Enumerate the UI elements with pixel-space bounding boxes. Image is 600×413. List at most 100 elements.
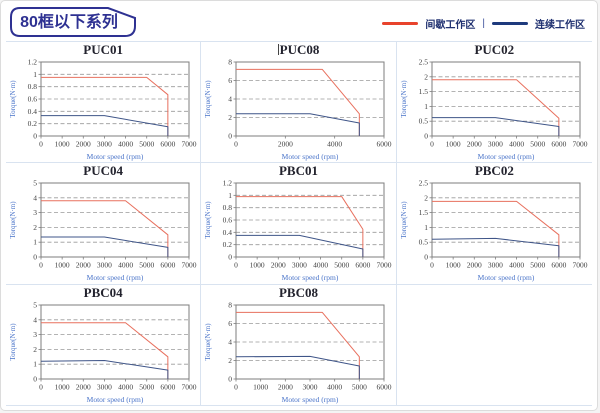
chart-title-text: PBC01 <box>278 163 318 179</box>
x-tick-label: 5000 <box>531 261 546 270</box>
y-axis-label: Torque(N·m) <box>9 322 17 360</box>
x-tick-label: 2000 <box>278 382 293 391</box>
y-tick-label: 1.2 <box>28 58 38 67</box>
x-tick-label: 5000 <box>531 140 546 149</box>
intermittent-zone-swatch <box>382 22 419 25</box>
legend: 间歇工作区 | 连续工作区 <box>382 16 585 31</box>
chart-title: PUC01 <box>83 43 123 57</box>
x-tick-label: 2000 <box>76 261 91 270</box>
x-tick-label: 5000 <box>139 382 154 391</box>
series-intermittent <box>236 196 364 258</box>
x-axis-label: Motor speed (rpm) <box>478 152 535 161</box>
chart-title-text: PBC02 <box>474 163 514 179</box>
chart-cell-PUC01: PUC01 0 0.2 0.4 0.6 0.8 1 1.2 0 1000 2000 3000 4000… <box>6 42 202 164</box>
x-tick-label: 7000 <box>573 140 588 149</box>
x-tick-label: 5000 <box>139 261 154 270</box>
x-tick-label: 3000 <box>303 382 318 391</box>
plot-frame <box>40 304 190 380</box>
x-tick-label: 4000 <box>118 382 133 391</box>
x-tick-label: 4000 <box>118 261 133 270</box>
chart-title: PUC04 <box>83 164 123 178</box>
x-tick-label: 4000 <box>509 140 524 149</box>
y-tick-label: 1.5 <box>419 208 429 217</box>
x-tick-label: 3000 <box>97 140 112 149</box>
header: 80框以下系列 间歇工作区 | 连续工作区 <box>1 1 597 41</box>
y-tick-label: 1.5 <box>419 87 429 96</box>
x-tick-label: 2000 <box>467 261 482 270</box>
series-intermittent <box>41 321 169 379</box>
continuous-zone-swatch <box>492 22 528 25</box>
x-tick-label: 6000 <box>377 382 392 391</box>
y-tick-label: 4 <box>229 337 233 346</box>
y-axis-label: Torque(N·m) <box>400 80 408 118</box>
x-tick-label: 5000 <box>335 261 350 270</box>
y-tick-label: 2.5 <box>419 179 429 188</box>
y-tick-label: 1 <box>33 70 37 79</box>
chart-title: PBC01 <box>279 164 318 178</box>
y-tick-label: 2 <box>229 356 233 365</box>
series-intermittent <box>41 76 169 136</box>
chart-title-text: PBC04 <box>83 284 123 300</box>
series-continuous <box>236 355 361 379</box>
y-tick-label: 3 <box>33 330 37 339</box>
series-intermittent <box>41 200 169 258</box>
y-tick-label: 0 <box>33 132 37 141</box>
y-tick-label: 2 <box>229 113 233 122</box>
chart-plot: 0 0.2 0.4 0.6 0.8 1 1.2 0 1000 2000 3000 4000 5000 60… <box>9 58 197 162</box>
chart-plot: 0 1 2 3 4 5 0 1000 2000 3000 4000 5000 6000 7000 Motor… <box>9 179 197 283</box>
y-tick-label: 0 <box>229 253 233 262</box>
y-tick-label: 2 <box>33 223 37 232</box>
x-tick-label: 1000 <box>446 261 461 270</box>
chart-cell-PUC02: PUC02 0 0.5 1 1.5 2 2.5 0 1000 2000 3000 4000 5000 6… <box>396 42 592 164</box>
chart-plot: 0 2 4 6 8 0 1000 2000 3000 4000 5000 6000 Motor spee… <box>204 300 392 404</box>
y-tick-label: 1.2 <box>223 179 233 188</box>
plot-frame <box>431 61 581 137</box>
x-tick-label: 0 <box>39 382 43 391</box>
x-tick-label: 5000 <box>139 140 154 149</box>
chart-title: PUC08 <box>277 43 319 57</box>
y-tick-label: 1 <box>33 359 37 368</box>
series-title-badge: 80框以下系列 <box>10 7 136 37</box>
x-tick-label: 4000 <box>328 140 343 149</box>
chart-title-text: PUC04 <box>83 163 124 179</box>
y-tick-label: 0.2 <box>223 240 233 249</box>
y-tick-label: 0.8 <box>28 82 38 91</box>
series-continuous <box>41 236 169 258</box>
chart-title-text: PBC08 <box>278 284 318 300</box>
x-tick-label: 0 <box>430 261 434 270</box>
plot-frame <box>40 182 190 258</box>
chart-plot: 0 0.5 1 1.5 2 2.5 0 1000 2000 3000 4000 5000 6000 700… <box>400 58 588 162</box>
x-tick-label: 1000 <box>55 140 70 149</box>
series-intermittent <box>236 311 361 379</box>
x-tick-label: 0 <box>39 261 43 270</box>
y-axis-label: Torque(N·m) <box>9 80 17 118</box>
legend-separator: | <box>482 18 485 29</box>
x-tick-label: 3000 <box>292 261 307 270</box>
y-tick-label: 5 <box>33 179 37 188</box>
x-tick-label: 6000 <box>552 261 567 270</box>
chart-cell-PBC08: PBC08 0 2 4 6 8 0 1000 2000 3000 4000 5000 6000 Moto… <box>201 284 397 406</box>
y-tick-label: 0.4 <box>28 107 38 116</box>
chart-plot: 0 0.5 1 1.5 2 2.5 0 1000 2000 3000 4000 5000 6000 700… <box>400 179 588 283</box>
intermittent-zone-label: 间歇工作区 <box>425 20 476 31</box>
chart-plot: 0 2 4 6 8 0 2000 4000 6000 Motor speed (rpm) Torqu… <box>204 58 392 162</box>
y-tick-label: 2 <box>425 194 429 203</box>
x-tick-label: 4000 <box>314 261 329 270</box>
text-cursor-artifact <box>277 44 279 55</box>
x-tick-label: 1000 <box>254 382 269 391</box>
y-axis-label: Torque(N·m) <box>204 201 212 239</box>
y-axis-label: Torque(N·m) <box>204 80 212 118</box>
x-tick-label: 2000 <box>467 140 482 149</box>
y-tick-label: 1 <box>229 191 233 200</box>
series-continuous <box>432 238 560 258</box>
x-tick-label: 6000 <box>161 261 176 270</box>
y-tick-label: 0.4 <box>223 228 233 237</box>
chart-title: PBC04 <box>83 284 123 300</box>
x-tick-label: 2000 <box>76 382 91 391</box>
x-tick-label: 3000 <box>488 261 503 270</box>
x-axis-label: Motor speed (rpm) <box>282 273 339 282</box>
chart-cell-PUC04: PUC04 0 1 2 3 4 5 0 1000 2000 3000 4000 5000 6000 700… <box>6 163 202 285</box>
x-tick-label: 0 <box>39 140 43 149</box>
y-axis-label: Torque(N·m) <box>400 201 408 239</box>
empty-cell <box>396 284 592 406</box>
